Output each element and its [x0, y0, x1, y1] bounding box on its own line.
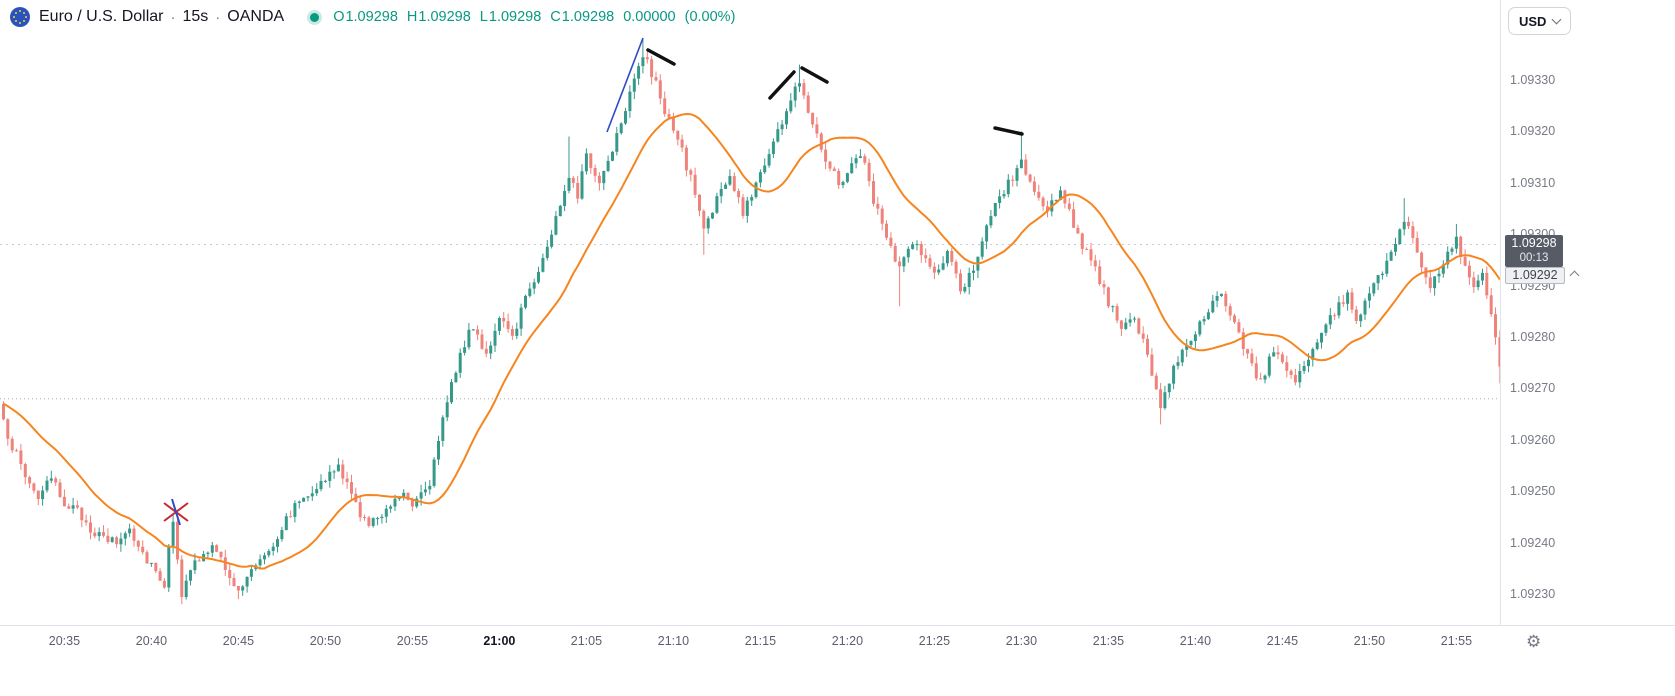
time-axis-label: 20:50: [309, 634, 342, 648]
price-axis-label: 1.09280: [1510, 330, 1556, 344]
hand-drawn-marks[interactable]: [646, 48, 1024, 136]
last-price-badge: 1.09298 00:13: [1505, 235, 1563, 268]
moving-average-line[interactable]: [2, 112, 1500, 570]
star-annotation[interactable]: [163, 498, 189, 526]
last-price-value: 1.09298: [1511, 236, 1557, 251]
low-value: L1.09298: [479, 9, 542, 25]
time-axis-label: 20:40: [135, 634, 168, 648]
interval-label[interactable]: 15s: [182, 8, 209, 25]
time-axis-label: 21:25: [918, 634, 951, 648]
separator-dot: ·: [215, 8, 221, 26]
time-axis-label: 20:55: [396, 634, 429, 648]
time-axis-label: 21:10: [657, 634, 690, 648]
series-status-dot-icon: [310, 12, 320, 22]
candlestick-chart[interactable]: [0, 0, 1500, 625]
secondary-price-badge: 1.09292: [1505, 267, 1565, 285]
time-axis-label: 21:40: [1179, 634, 1212, 648]
time-axis-label: 21:55: [1440, 634, 1473, 648]
price-axis-label: 1.09260: [1510, 432, 1556, 447]
change-value: 0.00000: [623, 9, 676, 25]
open-value: O1.09298: [333, 9, 398, 25]
time-axis-label: 21:45: [1266, 634, 1299, 648]
time-axis-label: 20:35: [48, 634, 81, 648]
settings-gear-icon[interactable]: ⚙: [1526, 632, 1542, 651]
time-axis-label: 21:30: [1005, 634, 1038, 648]
currency-selector-button[interactable]: USD: [1508, 7, 1572, 35]
high-value: H1.09298: [406, 9, 471, 25]
chevron-down-icon: [1552, 14, 1562, 25]
time-axis-label: 21:20: [831, 634, 864, 648]
trendline-annotation[interactable]: [606, 37, 644, 133]
price-axis-label: 1.09310: [1510, 175, 1556, 190]
change-pct-value: (0.00%): [684, 9, 736, 25]
time-axis-label: 21:15: [744, 634, 777, 648]
chart-legend: Euro / U.S. Dollar · 15s · OANDA O1.0929…: [10, 7, 735, 27]
time-axis-label: 21:00: [483, 634, 516, 648]
candle-countdown: 00:13: [1519, 252, 1549, 265]
time-axis-label: 20:45: [222, 634, 255, 648]
symbol-title[interactable]: Euro / U.S. Dollar: [39, 8, 164, 25]
time-axis-label: 21:35: [1092, 634, 1125, 648]
price-axis-label: 1.09250: [1510, 484, 1556, 499]
time-axis[interactable]: 20:35 20:40 20:45 20:50 20:55 21:00 21:05 21:10…: [0, 625, 1675, 660]
price-axis-label: 1.09270: [1510, 381, 1556, 396]
separator-dot: ·: [170, 8, 176, 26]
price-axis-label: 1.09330: [1510, 73, 1556, 87]
chevron-up-icon[interactable]: [1569, 270, 1580, 281]
price-axis[interactable]: USD 1.09330 1.09320 1.09310 1.09300 1.09290 1…: [1500, 0, 1675, 625]
close-value: C1.09298: [550, 9, 615, 25]
price-axis-label: 1.09320: [1510, 124, 1556, 139]
chart-pane[interactable]: [0, 0, 1500, 625]
exchange-label[interactable]: OANDA: [227, 8, 285, 25]
eur-usd-pair-flag-icon: [10, 7, 30, 27]
time-axis-label: 21:05: [570, 634, 603, 648]
ohlc-readout: O1.09298 H1.09298 L1.09298 C1.09298 0.00…: [333, 9, 735, 25]
price-axis-label: 1.09230: [1510, 587, 1556, 601]
currency-label: USD: [1519, 13, 1547, 29]
price-axis-label: 1.09240: [1510, 535, 1556, 550]
time-axis-label: 21:50: [1353, 634, 1386, 648]
candles[interactable]: [2, 38, 1500, 605]
